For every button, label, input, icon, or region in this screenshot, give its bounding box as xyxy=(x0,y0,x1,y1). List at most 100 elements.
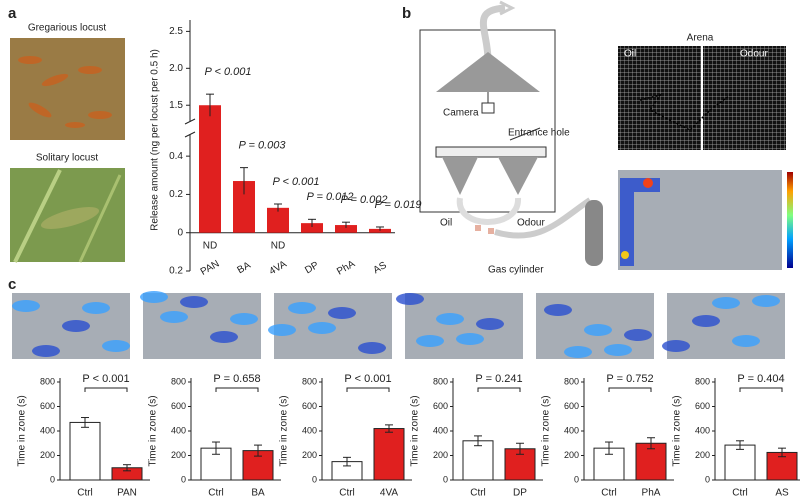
bar xyxy=(462,440,494,481)
colorbar xyxy=(787,172,793,268)
y-tick-label: 600 xyxy=(40,401,55,411)
heatmap-blob xyxy=(752,295,780,307)
p-value: P = 0.241 xyxy=(475,373,522,385)
x-tick-label: Ctrl xyxy=(470,488,486,499)
y-tick-label: 0.4 xyxy=(169,151,183,162)
significance-bracket xyxy=(608,387,652,392)
y-axis-label: Release amount (ng per locust per 0.5 h) xyxy=(150,49,161,231)
bar xyxy=(373,428,405,481)
heatmap-blob xyxy=(436,313,464,325)
y-tick-label: 400 xyxy=(40,425,55,435)
heatmap-blob xyxy=(456,333,484,345)
significance-bracket xyxy=(739,387,783,392)
diagram-label: Odour xyxy=(517,218,545,229)
heatmap-blob xyxy=(180,296,208,308)
y-tick-label: 600 xyxy=(171,401,186,411)
y-axis-label: Time in zone (s) xyxy=(541,395,552,466)
x-tick-label: Ctrl xyxy=(77,488,93,499)
bar xyxy=(69,421,101,481)
p-value: P < 0.001 xyxy=(273,176,320,188)
p-value: P = 0.019 xyxy=(375,199,422,211)
heatmap-blob xyxy=(564,346,592,358)
p-value: P = 0.404 xyxy=(737,373,784,385)
y-tick-label: 200 xyxy=(564,450,579,460)
y-tick-label: 600 xyxy=(695,401,710,411)
heatmap-blob xyxy=(544,304,572,316)
x-tick-label: PhA xyxy=(335,258,357,277)
heatmap-blob xyxy=(210,331,238,343)
photo xyxy=(10,38,125,140)
heatmap-blob xyxy=(230,313,258,325)
y-axis-label: Time in zone (s) xyxy=(410,395,421,466)
x-tick-label: 4VA xyxy=(267,259,289,278)
heatmap-blob xyxy=(12,300,40,312)
heatmap-blob xyxy=(692,315,720,327)
diagram-label: Gas cylinder xyxy=(488,265,544,276)
y-tick-label: 600 xyxy=(302,401,317,411)
y-tick-label: 400 xyxy=(302,425,317,435)
heatmap-blob xyxy=(358,342,386,354)
heatmap-blob xyxy=(624,329,652,341)
x-tick-label: AS xyxy=(372,260,389,276)
heatmap-blob xyxy=(662,340,690,352)
bar xyxy=(301,223,323,233)
p-value: P = 0.012 xyxy=(307,191,354,203)
x-tick-label: Ctrl xyxy=(208,488,224,499)
y-tick-label: 800 xyxy=(564,376,579,386)
y-tick-label: 200 xyxy=(40,450,55,460)
axis-break-mark xyxy=(184,131,196,138)
x-tick-label: 4VA xyxy=(380,488,398,499)
x-tick-label: Ctrl xyxy=(339,488,355,499)
y-tick-label: 0 xyxy=(443,474,448,484)
y-tick-label: 800 xyxy=(302,376,317,386)
y-tick-label: 0.2 xyxy=(169,189,183,200)
y-tick-label: 800 xyxy=(695,376,710,386)
x-tick-label: Ctrl xyxy=(601,488,617,499)
diagram xyxy=(419,0,603,266)
bar xyxy=(199,105,221,233)
y-tick-label: 0 xyxy=(177,227,183,238)
heatmap-blob xyxy=(328,307,356,319)
diagram-label: Camera xyxy=(443,108,479,119)
bar xyxy=(233,181,255,233)
diagram-label: Oil xyxy=(440,218,452,229)
heatmap-blob xyxy=(288,302,316,314)
y-tick-label: 0.2 xyxy=(169,266,183,277)
y-tick-label: 0 xyxy=(574,474,579,484)
diagram-label: Entrance hole xyxy=(508,128,570,139)
y-tick-label: 200 xyxy=(433,450,448,460)
y-tick-label: 0 xyxy=(50,474,55,484)
y-tick-label: 400 xyxy=(695,425,710,435)
x-tick-label: PAN xyxy=(199,258,222,277)
axis-break-mark xyxy=(184,118,196,125)
significance-bracket xyxy=(346,387,390,392)
y-axis-label: Time in zone (s) xyxy=(148,395,159,466)
significance-bracket xyxy=(84,387,128,392)
y-tick-label: 2.0 xyxy=(169,63,183,74)
p-value: P < 0.001 xyxy=(205,66,252,78)
heatmap-blob xyxy=(416,335,444,347)
x-tick-label: AS xyxy=(775,488,789,499)
y-tick-label: 200 xyxy=(171,450,186,460)
y-tick-label: 0 xyxy=(312,474,317,484)
x-tick-label: Ctrl xyxy=(732,488,748,499)
p-value: P = 0.752 xyxy=(606,373,653,385)
heatmap-blob xyxy=(82,302,110,314)
heatmap-blob xyxy=(732,335,760,347)
panel-label: c xyxy=(8,276,16,293)
x-tick-label: DP xyxy=(303,260,321,277)
heatmap-blob xyxy=(604,344,632,356)
p-value: P = 0.003 xyxy=(239,140,287,152)
arena-label: Odour xyxy=(740,49,768,60)
heatmap-blob xyxy=(160,311,188,323)
x-tick-label: BA xyxy=(251,488,265,499)
x-tick-label: BA xyxy=(236,260,253,276)
heatmap-blob xyxy=(476,318,504,330)
y-tick-label: 800 xyxy=(40,376,55,386)
x-tick-label: PhA xyxy=(642,488,661,499)
axis-break xyxy=(184,122,196,134)
heatmap-blob xyxy=(712,297,740,309)
y-tick-label: 400 xyxy=(433,425,448,435)
p-value: P < 0.001 xyxy=(82,373,129,385)
